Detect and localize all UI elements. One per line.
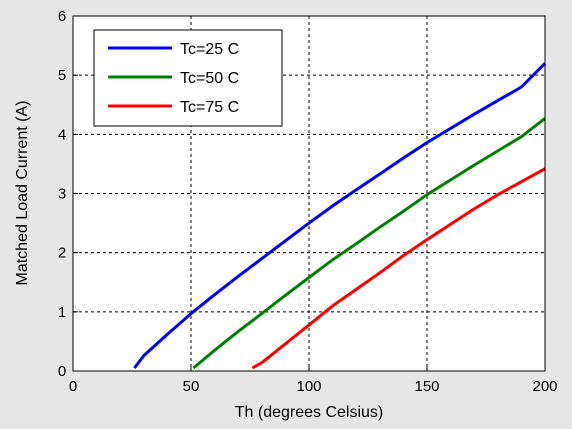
y-tick-label: 6 <box>58 8 66 25</box>
x-tick-labels: 0 50 100 150 200 <box>69 366 558 395</box>
y-tick-label: 2 <box>58 245 66 262</box>
x-tick-label: 200 <box>532 378 557 395</box>
y-tick-labels: 0 1 2 3 4 5 6 <box>58 8 78 380</box>
x-tick-label: 100 <box>296 378 321 395</box>
legend-label-tc50: Tc=50 C <box>180 70 239 87</box>
legend-label-tc75: Tc=75 C <box>180 99 239 116</box>
y-tick-label: 5 <box>58 67 66 84</box>
y-axis-label: Matched Load Current (A) <box>14 101 31 286</box>
y-tick-label: 1 <box>58 304 66 321</box>
legend: Tc=25 C Tc=50 C Tc=75 C <box>93 29 283 127</box>
series-line-2 <box>251 167 546 370</box>
x-tick-label: 50 <box>183 378 200 395</box>
x-tick-label: 0 <box>69 378 77 395</box>
y-tick-label: 0 <box>58 363 66 380</box>
series-line-0 <box>133 62 547 369</box>
x-tick-label: 150 <box>414 378 439 395</box>
series-line-1 <box>192 117 546 370</box>
y-tick-label: 3 <box>58 186 66 203</box>
y-tick-label: 4 <box>58 126 66 143</box>
series-lines <box>133 62 547 370</box>
legend-label-tc25: Tc=25 C <box>180 41 239 58</box>
x-axis-label: Th (degrees Celsius) <box>235 404 384 421</box>
